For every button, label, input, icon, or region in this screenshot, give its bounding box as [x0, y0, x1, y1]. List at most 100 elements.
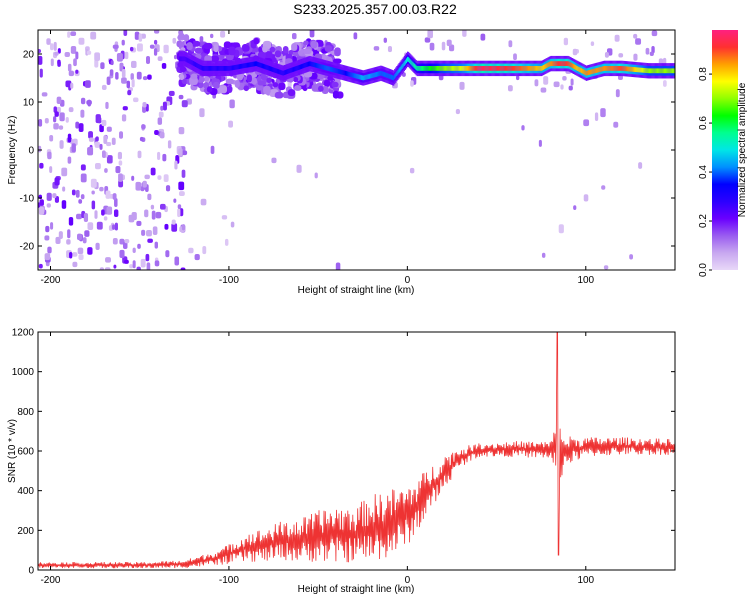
spectrogram-ridge-cell: [450, 66, 453, 71]
spectrogram-ridge-cell: [258, 62, 260, 67]
spectrogram-cell: [71, 143, 76, 153]
spectrogram-ridge-cell: [585, 70, 587, 76]
spectrogram-cell: [282, 45, 289, 54]
spectrogram-ridge-cell: [299, 64, 302, 70]
snr-ytick-label: 800: [17, 407, 34, 418]
spectrogram-ridge-cell: [387, 73, 389, 79]
spectrogram-cell: [99, 143, 103, 150]
spectrogram-cell: [75, 189, 80, 198]
spectrogram-ridge-cell: [378, 71, 380, 77]
spectrogram-cell: [76, 213, 82, 220]
spectrogram-ridge-cell: [582, 69, 584, 74]
spectrogram-ridge-cell: [382, 71, 384, 77]
spectrogram-cell: [117, 151, 122, 160]
spectrogram-ridge-cell: [671, 68, 673, 74]
spectrogram-ridge-cell: [478, 66, 480, 71]
spectrogram-ridge-cell: [653, 68, 655, 74]
spectrogram-ridge-cell: [591, 69, 593, 75]
spectrogram-cell: [70, 31, 77, 37]
spectrogram-cell: [178, 32, 185, 39]
spectrogram-ridge-cell: [295, 66, 297, 71]
spectrogram-ridge-cell: [529, 66, 531, 71]
spectrogram-cell: [562, 75, 567, 81]
spectrogram-ridge-cell: [284, 69, 287, 75]
spectrogram-ridge-cell: [369, 73, 371, 79]
spectrogram-cell: [145, 253, 150, 262]
spectrogram-ridge-cell: [447, 66, 449, 71]
spectrogram-cell: [75, 51, 79, 60]
colorbar-tick-label: 0.0: [698, 263, 709, 277]
spectrogram-ridge-cell: [266, 65, 268, 70]
spectrogram-cell: [116, 52, 123, 62]
spectrogram-ridge-cell: [204, 66, 206, 71]
spectrogram-ridge-cell: [351, 72, 353, 78]
spectrogram-ridge-cell: [208, 66, 211, 71]
spectrogram-ridge-cell: [375, 72, 378, 77]
spectrogram-ridge-cell: [441, 66, 443, 71]
spectrogram-cell: [84, 230, 90, 237]
spectrogram-ridge-cell: [276, 68, 278, 74]
spectrogram-ridge-cell: [188, 58, 190, 64]
spectrogram-cell: [264, 51, 273, 60]
spectrogram-ridge-cell: [426, 66, 428, 71]
spectrogram-cell: [123, 30, 128, 36]
spectrogram-cell: [124, 239, 130, 244]
spectrogram-cell: [538, 139, 542, 147]
spectrogram-cell: [146, 230, 152, 237]
spectrogram-cell: [140, 33, 146, 39]
spectrogram-cell: [106, 206, 113, 215]
spectrogram-ridge-cell: [612, 66, 614, 71]
spectrogram-ridge-cell: [235, 64, 237, 70]
spectrogram-ridge-cell: [522, 66, 524, 71]
spectrogram-ridge-cell: [657, 68, 659, 74]
spectrogram-ridge-cell: [184, 56, 186, 62]
spectrogram-cell: [274, 50, 282, 58]
spectrogram-ridge-cell: [565, 61, 567, 66]
spectrogram-ridge-cell: [651, 68, 653, 74]
spectrogram-ridge-cell: [220, 66, 222, 71]
spectrogram-cell: [186, 98, 192, 105]
spectrogram-ridge-cell: [293, 66, 295, 72]
spectrogram-cell: [134, 31, 140, 40]
spectrogram-cell: [613, 121, 619, 128]
spectrogram-ridge-cell: [507, 66, 509, 71]
spectrogram-cell: [94, 162, 101, 170]
spectrogram-cell: [111, 137, 116, 145]
spectrogram-ridge-cell: [445, 66, 447, 71]
spectrogram-ridge-cell: [260, 62, 262, 68]
spectrogram-ridge-cell: [514, 66, 516, 71]
spectrogram-ridge-cell: [433, 66, 435, 71]
colorbar-ticks: 0.0 0.2 0.4 0.6 0.8: [698, 67, 712, 277]
spectrogram-ridge-cell: [239, 64, 242, 69]
spectrogram-ridge-cell: [495, 66, 498, 71]
spectrogram-cell: [132, 247, 136, 253]
spectrogram-ridge-cell: [485, 66, 487, 71]
spectrogram-ridge-cell: [282, 70, 285, 76]
spectrogram-ridge-cell: [298, 64, 301, 70]
spectrogram-cell: [164, 223, 169, 230]
spectrogram-xtick-label: 0: [405, 275, 411, 286]
spectrogram-ridge-cell: [608, 66, 610, 71]
snr-xtick-label: -200: [40, 575, 60, 586]
spectrogram-xtick-label: -200: [40, 275, 60, 286]
spectrogram-cell: [91, 200, 96, 210]
spectrogram-cell: [57, 48, 61, 54]
spectrogram-ridge-cell: [314, 62, 317, 68]
spectrogram-ridge-cell: [249, 62, 251, 68]
spectrogram-ridge-cell: [419, 66, 422, 71]
spectrogram-ridge-cell: [453, 66, 455, 71]
spectrogram-ridge-cell: [335, 68, 337, 74]
spectrogram-cell: [142, 102, 147, 108]
spectrogram-cell: [210, 55, 220, 62]
spectrogram-ridge-cell: [238, 64, 241, 70]
spectrogram-cell: [191, 40, 201, 47]
spectrogram-ridge-cell: [198, 63, 200, 69]
spectrogram-ridge-cell: [336, 68, 338, 74]
spectrogram-cell: [115, 166, 121, 174]
spectrogram-ridge-cell: [533, 66, 535, 71]
spectrogram-cell: [129, 264, 134, 269]
spectrogram-ridge-cell: [613, 66, 615, 71]
spectrogram-cell: [114, 222, 118, 231]
spectrogram-ridge-cell: [326, 65, 328, 71]
